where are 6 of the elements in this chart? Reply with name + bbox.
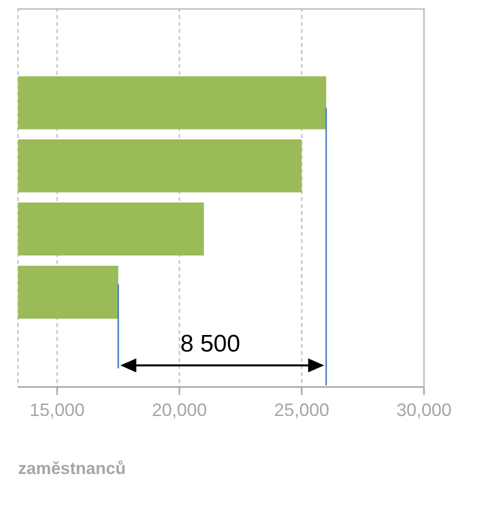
x-tick-label: 20,000 <box>152 400 207 420</box>
x-tick-label: 25,000 <box>274 400 330 420</box>
x-tick-label: 15,000 <box>30 400 85 420</box>
x-tick-label: 30,000 <box>396 400 452 420</box>
x-axis-title: zaměstnanců <box>18 459 126 479</box>
annotation: 8 500 <box>180 330 240 358</box>
